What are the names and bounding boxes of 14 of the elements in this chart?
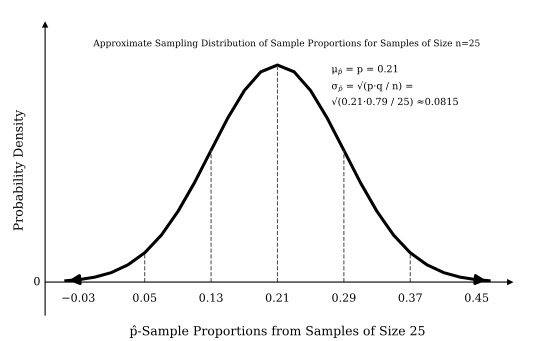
x-tick-label: −0.03 xyxy=(62,293,94,302)
x-tick-label: 0.21 xyxy=(266,293,288,302)
y-axis-title: Probability Density xyxy=(13,110,26,231)
x-tick-label: 0.37 xyxy=(398,293,422,302)
chart-title: Approximate Sampling Distribution of Sample Proportions for Samples of Size n=25 xyxy=(93,39,480,48)
x-axis-title: p̂-Sample Proportions from Samples of Size 25 xyxy=(130,325,425,338)
x-tick-label: 0.05 xyxy=(133,293,156,302)
x-tick-label: 0.13 xyxy=(199,293,223,302)
x-tick-label: 0.45 xyxy=(465,293,488,302)
annotation: √(0.21·0.79 / 25) ≈0.0815 xyxy=(332,97,458,107)
x-tick-label: 0.29 xyxy=(332,293,356,302)
annotation: μ$_{p̂}$ = p = 0.21 xyxy=(332,65,398,76)
text: 0 xyxy=(34,276,40,286)
annotation: σ$_{p̂}$ = √(p·q / n) = xyxy=(332,81,412,92)
